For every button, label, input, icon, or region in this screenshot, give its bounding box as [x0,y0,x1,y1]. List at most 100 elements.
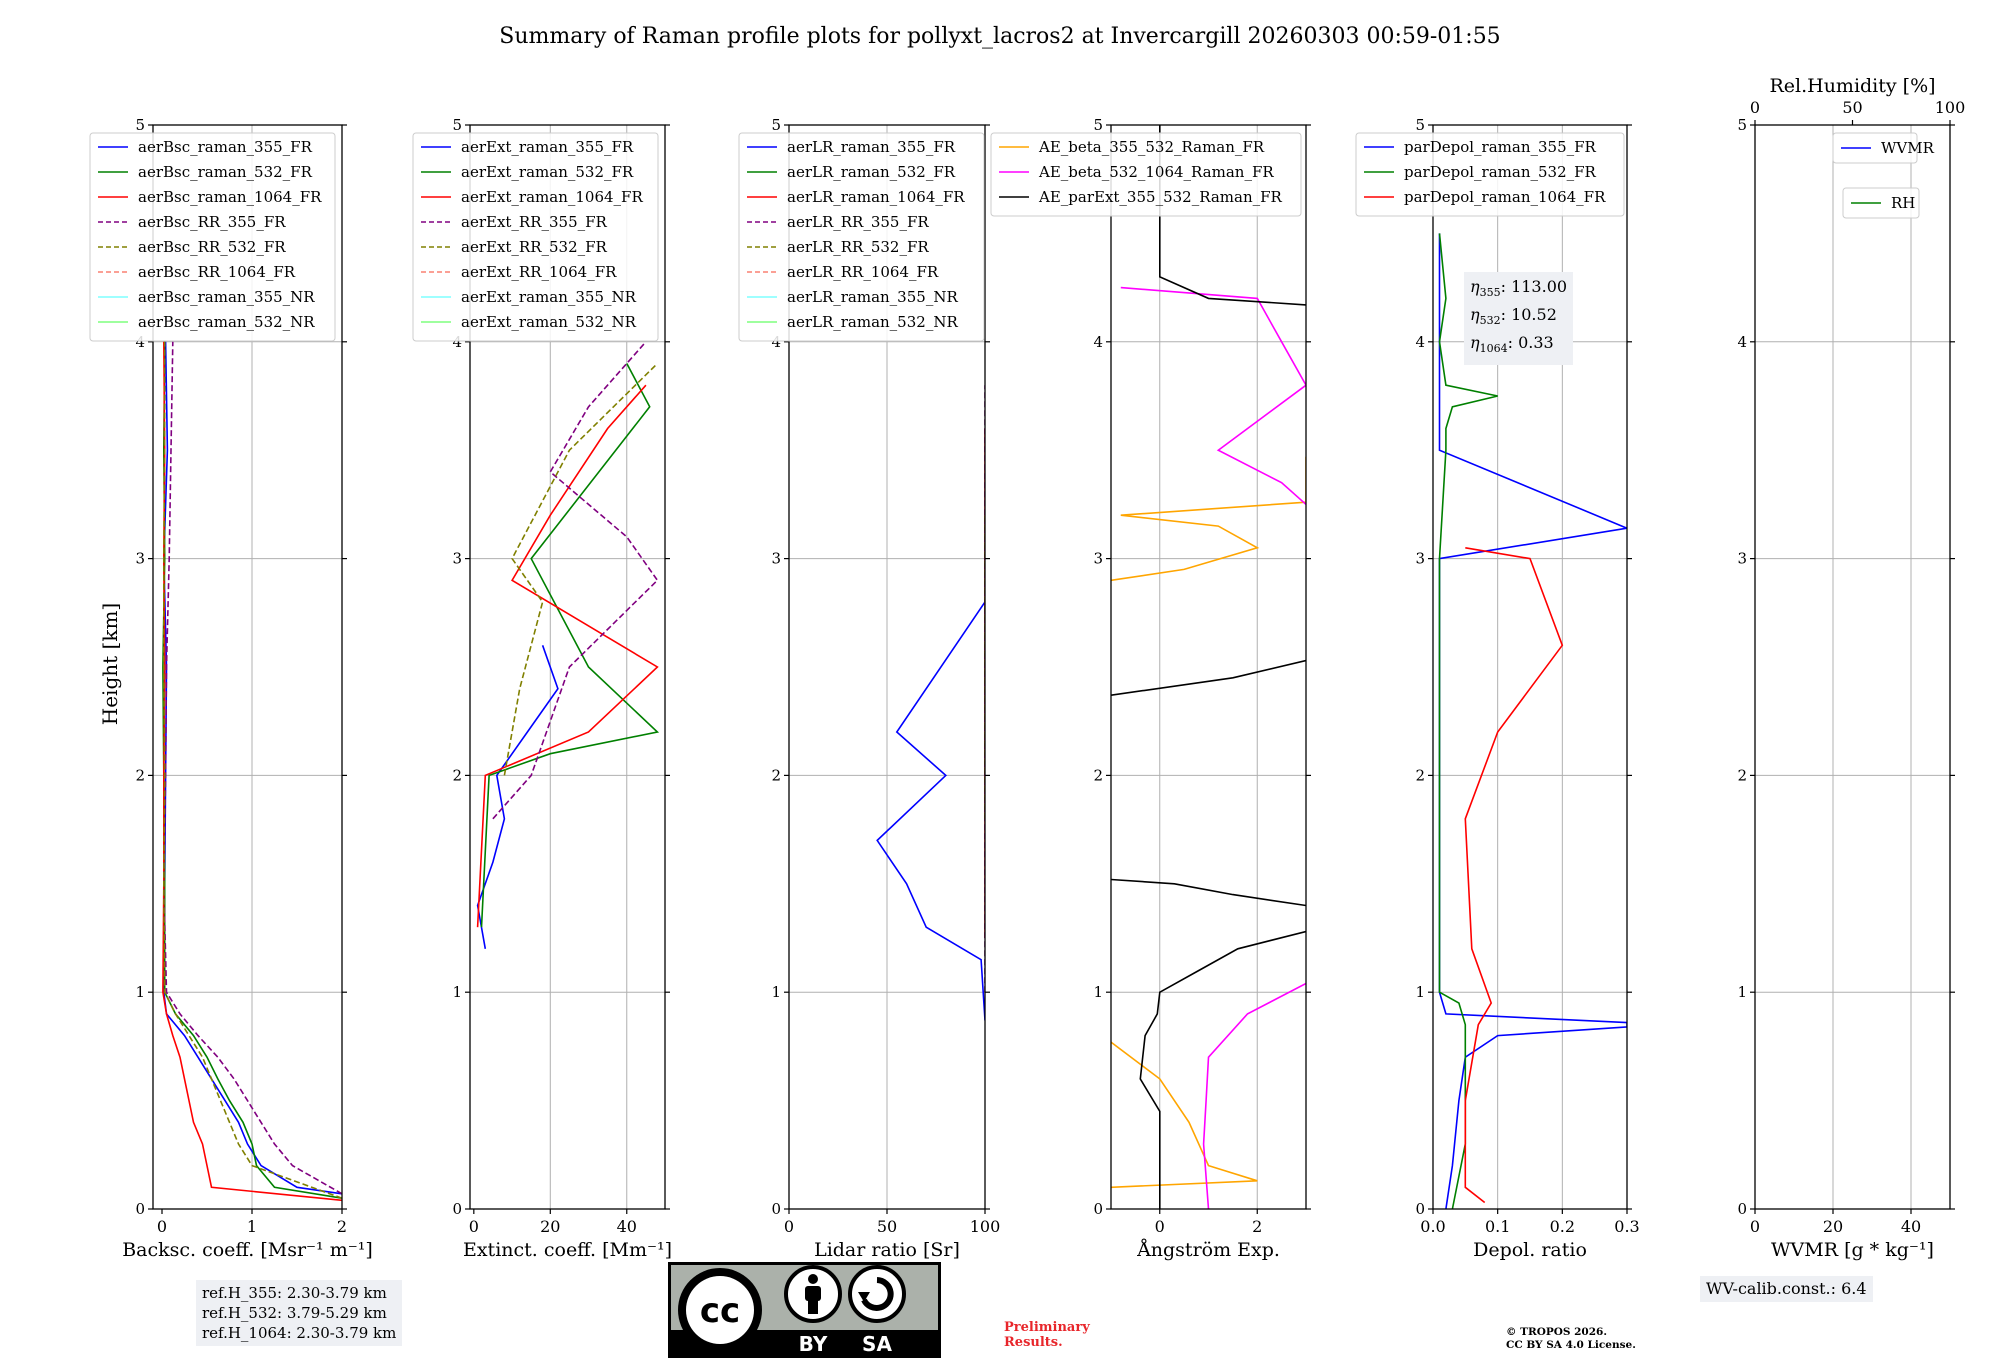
x-axis-label: Extinct. coeff. [Mm⁻¹] [463,1239,672,1261]
series-group [162,341,342,1202]
legend-label: aerExt_RR_532_FR [461,238,608,256]
by-person-icon [784,1265,842,1323]
legend: AE_beta_355_532_Raman_FR AE_beta_532_1064… [990,132,1302,217]
x-tick-label: 0.3 [1614,1217,1639,1236]
y-tick-label: 2 [1415,766,1425,784]
y-tick-label: 2 [771,766,781,784]
y-tick-label: 3 [771,550,781,568]
x-tick-label: 40 [1901,1217,1921,1236]
sa-label: SA [862,1332,892,1356]
x-tick-label: 0 [1155,1217,1165,1236]
y-tick-label: 5 [1737,116,1747,134]
series-line-aerExt_raman_355_FR [476,645,559,949]
x-tick-label: 100 [970,1217,1001,1236]
legend-label: parDepol_raman_532_FR [1404,163,1597,181]
series-line-aerBsc_raman_355_FR [162,341,342,1195]
y-tick-label: 1 [1737,983,1747,1001]
legend-label: aerBsc_raman_532_FR [138,163,313,181]
series-line-AE_beta_355_532_Raman_FR-upper- [1111,456,1306,582]
y-tick-label: 5 [452,116,462,134]
y-tick-label: 4 [452,333,462,351]
legend-label: RH [1891,194,1915,212]
ref-height-1064: ref.H_1064: 2.30-3.79 km [202,1324,397,1342]
series-line-AE_parExt_355_532_Raman_FR-mid- [1111,878,1306,907]
legend-label: aerLR_RR_1064_FR [787,263,939,281]
x-tick-label: 2 [1252,1217,1262,1236]
x-tick-label: 50 [877,1217,897,1236]
x-tick-label: 20 [1823,1217,1843,1236]
legend: aerBsc_raman_355_FR aerBsc_raman_532_FRae… [89,132,336,342]
x-axis-label: WVMR [g * kg⁻¹] [1771,1239,1934,1261]
legend-box [990,132,1302,217]
ref-height-532: ref.H_532: 3.79-5.29 km [202,1304,387,1322]
x-axis-label: Lidar ratio [Sr] [814,1239,960,1261]
y-tick-label: 1 [771,983,781,1001]
legend-label: aerLR_RR_532_FR [787,238,929,256]
legend-label: aerExt_raman_355_FR [461,138,634,156]
y-tick-label: 2 [1737,766,1747,784]
legend: aerExt_raman_355_FR aerExt_raman_532_FRae… [412,132,659,342]
wv-calib-const: WV-calib.const.: 6.4 [1706,1279,1867,1298]
series-group [1438,233,1627,1209]
legend-label: aerLR_raman_355_FR [787,138,956,156]
legend-label: aerBsc_raman_355_NR [138,288,315,306]
series-line-AE_beta_532_1064_Raman_FR-upper- [1120,286,1306,505]
y-axis-label: Height [km] [98,603,122,725]
top-x-tick-label: 50 [1842,98,1862,117]
legend-label: aerExt_RR_355_FR [461,213,608,231]
series-line-aerExt_raman_532_FR [480,363,660,928]
series-line-aerExt_RR_532_FR [503,362,658,776]
series-line-aerLR_raman_355_FR [876,601,985,1021]
y-tick-label: 1 [1093,983,1103,1001]
x-tick-label: 20 [540,1217,560,1236]
y-tick-label: 2 [452,766,462,784]
series-line-aerExt_RR_355_FR [492,341,659,820]
y-tick-label: 4 [135,333,145,351]
legend-label: aerLR_RR_355_FR [787,213,929,231]
ref-height-355: ref.H_355: 2.30-3.79 km [202,1284,387,1302]
top-x-tick-label: 0 [1750,98,1760,117]
x-tick-label: 2 [337,1217,347,1236]
y-tick-label: 0 [135,1200,145,1218]
y-tick-label: 4 [771,333,781,351]
y-tick-label: 5 [1415,116,1425,134]
x-axis-label: Depol. ratio [1473,1239,1587,1261]
legend-label: aerLR_raman_1064_FR [787,188,965,206]
legend: parDepol_raman_355_FR parDepol_raman_532_… [1355,132,1625,217]
legend-label: aerExt_raman_1064_FR [461,188,643,206]
x-tick-label: 1 [247,1217,257,1236]
y-tick-label: 4 [1093,333,1103,351]
axes-frame [1110,124,1307,1210]
series-line-AE_parExt_355_532_Raman_FR [1139,930,1306,1209]
series-line-aerBsc_RR_532_FR [162,341,342,1199]
legend-label: aerExt_RR_1064_FR [461,263,617,281]
y-tick-label: 4 [1415,333,1425,351]
legend-label: AE_parExt_355_532_Raman_FR [1038,188,1283,206]
legend-label: aerBsc_raman_1064_FR [138,188,322,206]
y-tick-label: 3 [1415,550,1425,568]
series-group [876,385,985,1021]
series-line-parDepol_raman_532_FR [1438,233,1498,1209]
axes-frame [152,124,343,1210]
legend-box [1355,132,1625,217]
y-tick-label: 1 [452,983,462,1001]
x-tick-label: 0 [469,1217,479,1236]
panel-4: 0 1 2 3 4 5 0 2 Ångström Exp. AE_beta_355_532_Ram… [990,116,1311,1261]
legend-box [89,132,336,342]
panel-1: 0 1 2 3 4 5 0 1 2 Backsc. coeff. [Msr⁻¹ m⁻¹] aerBs… [89,116,373,1261]
y-tick-label: 4 [1737,333,1747,351]
legend-label: aerExt_raman_355_NR [461,288,637,306]
eta-532: η532: 10.52 [1470,305,1557,328]
legend-label: aerExt_raman_532_FR [461,163,634,181]
reference-height-box: ref.H_355: 2.30-3.79 km ref.H_532: 3.79-… [196,1280,403,1346]
copyright-note: © TROPOS 2026. CC BY SA 4.0 License. [1506,1326,1636,1351]
cc-icon: cc [678,1268,762,1352]
x-tick-label: 0 [157,1217,167,1236]
cc-by-sa-badge: cc BY SA [668,1262,941,1358]
cc-text: cc [700,1291,740,1331]
legend-box [1832,132,1918,164]
legend-label: aerLR_raman_532_FR [787,163,956,181]
y-tick-label: 3 [452,550,462,568]
wv-calib-box: WV-calib.const.: 6.4 [1700,1276,1873,1302]
